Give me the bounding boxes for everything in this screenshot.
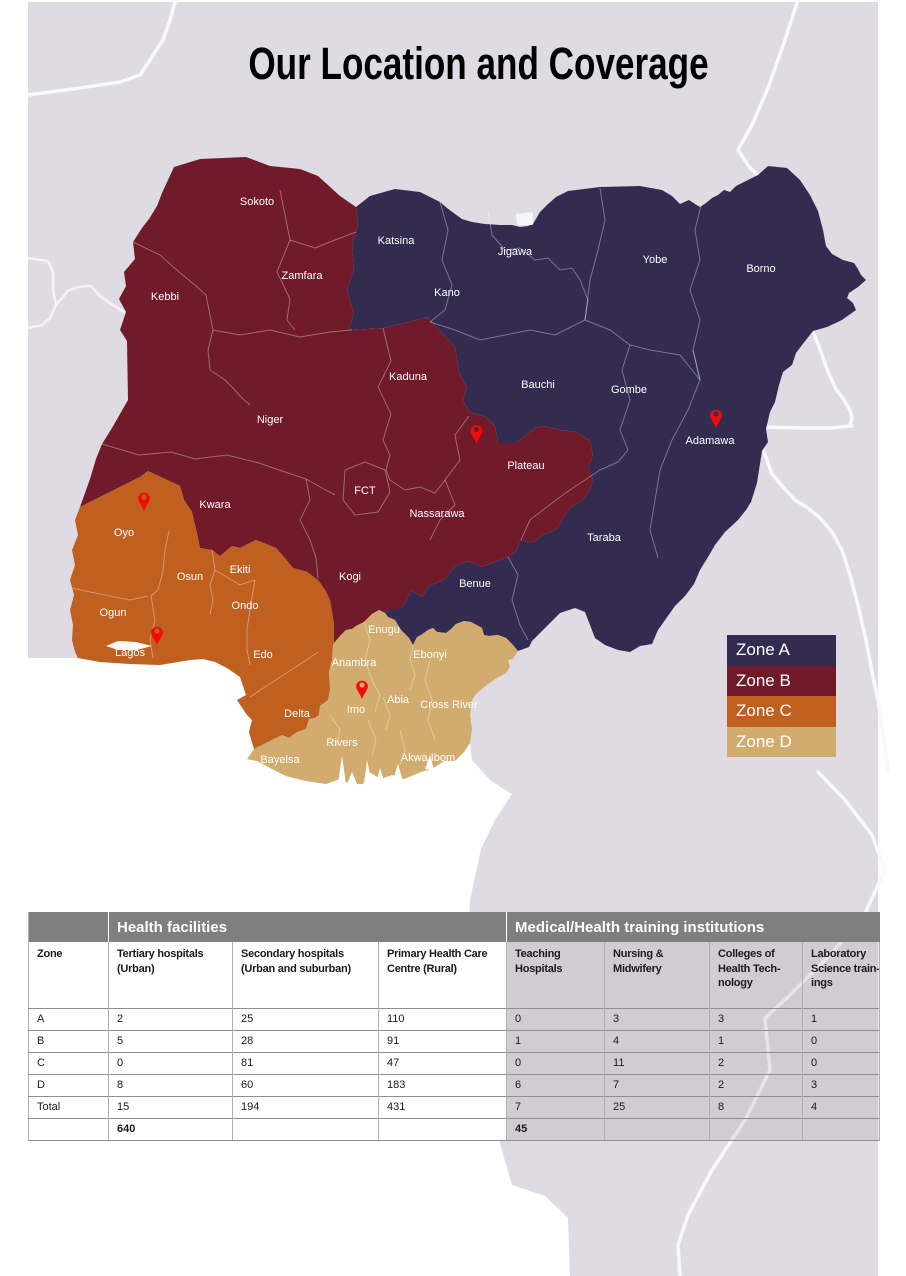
svg-text:Ondo: Ondo — [232, 600, 259, 612]
svg-text:Anambra: Anambra — [332, 657, 378, 669]
svg-text:Ekiti: Ekiti — [230, 564, 251, 576]
svg-text:Taraba: Taraba — [587, 532, 622, 544]
svg-text:Enugu: Enugu — [368, 624, 400, 636]
svg-text:Ogun: Ogun — [100, 607, 127, 619]
svg-text:Abia: Abia — [387, 694, 410, 706]
svg-text:Kwara: Kwara — [199, 499, 231, 511]
svg-text:Nassarawa: Nassarawa — [409, 508, 465, 520]
svg-text:Borno: Borno — [746, 263, 775, 275]
svg-text:Kogi: Kogi — [339, 571, 361, 583]
svg-text:Bauchi: Bauchi — [521, 379, 555, 391]
svg-text:Katsina: Katsina — [378, 235, 416, 247]
svg-text:Adamawa: Adamawa — [686, 435, 736, 447]
svg-text:Bayelsa: Bayelsa — [260, 754, 300, 766]
svg-text:Benue: Benue — [459, 578, 491, 590]
svg-text:Cross River: Cross River — [420, 699, 478, 711]
svg-text:Niger: Niger — [257, 414, 284, 426]
svg-text:Gombe: Gombe — [611, 384, 647, 396]
svg-text:Edo: Edo — [253, 649, 273, 661]
svg-text:Osun: Osun — [177, 571, 203, 583]
svg-text:Imo: Imo — [347, 704, 365, 716]
svg-text:Yobe: Yobe — [643, 254, 668, 266]
svg-text:Kebbi: Kebbi — [151, 291, 179, 303]
svg-text:Jigawa: Jigawa — [498, 246, 533, 258]
svg-text:Kaduna: Kaduna — [389, 371, 428, 383]
svg-text:Sokoto: Sokoto — [240, 196, 274, 208]
svg-text:Ebonyi: Ebonyi — [413, 649, 447, 661]
svg-text:Akwa Ibom: Akwa Ibom — [401, 752, 455, 764]
svg-text:Oyo: Oyo — [114, 527, 134, 539]
svg-text:Delta: Delta — [284, 708, 311, 720]
svg-text:Rivers: Rivers — [326, 737, 358, 749]
svg-text:Zamfara: Zamfara — [282, 270, 324, 282]
svg-text:Lagos: Lagos — [115, 647, 145, 659]
svg-text:Kano: Kano — [434, 287, 460, 299]
svg-text:Plateau: Plateau — [507, 460, 544, 472]
svg-text:FCT: FCT — [354, 485, 376, 497]
